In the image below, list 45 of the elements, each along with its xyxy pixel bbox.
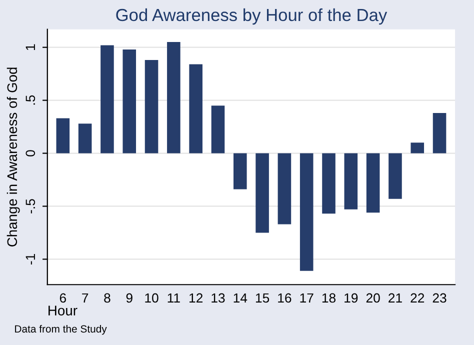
- bar: [344, 153, 358, 210]
- bar: [100, 45, 114, 154]
- x-tick-label: 10: [145, 293, 158, 303]
- bar: [366, 153, 380, 213]
- bar: [410, 142, 424, 154]
- y-axis-title: Change in Awareness of God: [6, 68, 20, 246]
- bar: [278, 153, 292, 224]
- x-tick-label: 18: [322, 293, 336, 303]
- bar: [78, 124, 92, 154]
- x-tick-label: 14: [234, 293, 248, 303]
- bar: [167, 42, 180, 154]
- bar: [300, 153, 314, 271]
- y-tick-label: .5: [26, 95, 36, 105]
- bar: [233, 153, 247, 190]
- bar: [211, 106, 225, 154]
- x-tick-label: 19: [344, 293, 358, 303]
- y-tick-label: 1: [26, 44, 35, 50]
- x-tick-label: 17: [300, 293, 314, 303]
- x-tick-label: 20: [366, 293, 380, 303]
- bar: [189, 64, 202, 154]
- x-tick-label: 6: [60, 293, 66, 303]
- text: Data from the Study: [15, 324, 107, 335]
- x-tick-label: 22: [410, 293, 424, 303]
- y-tick-label: -1: [26, 254, 35, 264]
- y-tick-label: -.5: [26, 199, 36, 214]
- x-axis-title: Hour: [48, 306, 78, 316]
- x-tick-label: 7: [82, 293, 88, 303]
- x-tick-label: 23: [432, 293, 446, 303]
- bar: [56, 118, 70, 154]
- bar: [322, 153, 336, 214]
- x-tick-label: 21: [388, 293, 402, 303]
- bar: [144, 60, 158, 154]
- x-tick-label: 12: [190, 293, 203, 303]
- x-tick-label: 13: [212, 293, 225, 303]
- x-tick-label: 11: [168, 293, 180, 303]
- bar: [122, 49, 136, 154]
- bar: [388, 153, 402, 199]
- x-tick-label: 16: [278, 293, 292, 303]
- y-tick-label: 0: [26, 150, 36, 156]
- x-tick-label: 15: [256, 293, 270, 303]
- chart-title: God Awareness by Hour of the Day: [116, 8, 388, 25]
- x-tick-label: 8: [104, 293, 110, 303]
- bar: [432, 113, 446, 154]
- bar: [256, 153, 269, 233]
- x-tick-label: 9: [126, 293, 132, 303]
